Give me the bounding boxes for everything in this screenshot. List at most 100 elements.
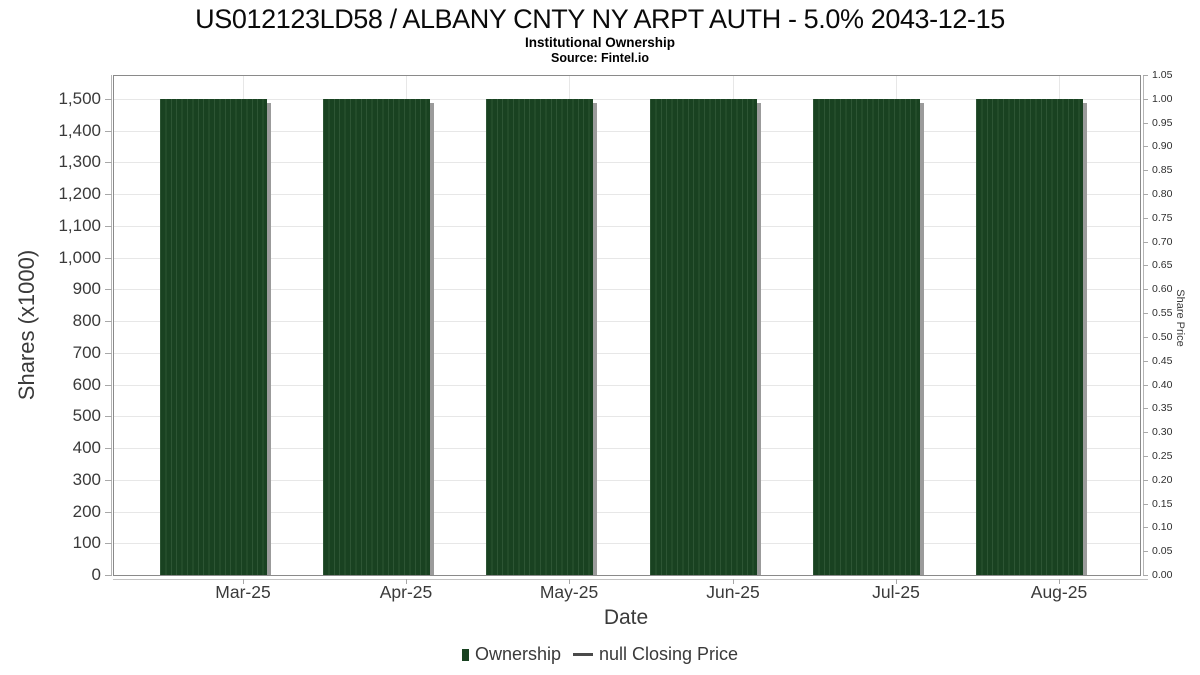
y-left-tick-label: 400 — [72, 438, 101, 457]
y-left-tick-label: 500 — [72, 406, 101, 425]
y-right-tick-label: 0.15 — [1152, 498, 1173, 510]
x-tick-label: Jul-25 — [872, 582, 920, 602]
x-tick-label: May-25 — [539, 582, 599, 602]
right-tick-mark — [1143, 551, 1148, 552]
left-tick-mark — [105, 480, 112, 481]
right-tick-mark — [1143, 385, 1148, 386]
x-tick-mark — [406, 579, 407, 584]
y-right-tick-label: 0.55 — [1152, 307, 1173, 319]
left-axis-line — [111, 75, 112, 575]
right-tick-mark — [1143, 432, 1148, 433]
left-tick-mark — [105, 353, 112, 354]
y-right-tick-label: 0.05 — [1152, 545, 1173, 557]
right-tick-mark — [1143, 361, 1148, 362]
y-right-tick-label: 0.20 — [1152, 474, 1173, 486]
y-right-tick-label: 0.10 — [1152, 521, 1173, 533]
gridline-horizontal — [113, 99, 1140, 100]
gridline-horizontal — [113, 448, 1140, 449]
x-tick-mark — [243, 579, 244, 584]
y-right-tick-label: 0.95 — [1152, 117, 1173, 129]
chart-title: US012123LD58 / ALBANY CNTY NY ARPT AUTH … — [195, 4, 1005, 34]
y-right-tick-label: 1.00 — [1152, 93, 1173, 105]
y-right-tick-label: 0.60 — [1152, 283, 1173, 295]
right-tick-mark — [1143, 146, 1148, 147]
y-left-tick-label: 1,200 — [58, 184, 101, 203]
x-tick-mark — [896, 579, 897, 584]
x-tick-mark — [1059, 579, 1060, 584]
gridline-horizontal — [113, 226, 1140, 227]
right-tick-mark — [1143, 265, 1148, 266]
y-left-tick-label: 700 — [72, 343, 101, 362]
right-tick-mark — [1143, 242, 1148, 243]
legend-item-ownership[interactable]: Ownership — [461, 644, 561, 665]
right-axis-line — [1143, 75, 1144, 575]
right-tick-mark — [1143, 575, 1148, 576]
y-right-tick-label: 0.90 — [1152, 140, 1173, 152]
y-left-tick-label: 100 — [72, 533, 101, 552]
left-tick-mark — [105, 162, 112, 163]
left-tick-mark — [105, 99, 112, 100]
right-tick-mark — [1143, 170, 1148, 171]
y-left-tick-label: 0 — [91, 565, 101, 584]
gridline-horizontal — [113, 543, 1140, 544]
right-tick-mark — [1143, 218, 1148, 219]
gridline-horizontal — [113, 385, 1140, 386]
y-left-tick-label: 900 — [72, 279, 101, 298]
left-tick-mark — [105, 575, 112, 576]
y-right-tick-label: 0.45 — [1152, 355, 1173, 367]
closing-price-line-marker-icon — [572, 653, 593, 656]
chart-subtitle: Institutional Ownership — [524, 35, 675, 50]
ownership-bar[interactable] — [486, 99, 593, 575]
y-axis-label-right: Share Price — [1174, 289, 1186, 347]
gridline-horizontal — [113, 353, 1140, 354]
legend-label-ownership: Ownership — [474, 644, 561, 664]
y-right-tick-label: 0.50 — [1152, 331, 1173, 343]
right-tick-mark — [1143, 504, 1148, 505]
gridline-horizontal — [113, 162, 1140, 163]
y-left-tick-label: 300 — [72, 470, 101, 489]
gridline-horizontal — [113, 512, 1140, 513]
y-left-tick-label: 1,100 — [58, 216, 101, 235]
y-left-tick-label: 1,300 — [58, 152, 101, 171]
y-right-tick-label: 0.00 — [1152, 569, 1173, 581]
ownership-bar[interactable] — [160, 99, 267, 575]
left-tick-mark — [105, 131, 112, 132]
ownership-bar[interactable] — [976, 99, 1083, 575]
left-tick-mark — [105, 321, 112, 322]
y-left-tick-label: 200 — [72, 502, 101, 521]
y-right-tick-label: 0.75 — [1152, 212, 1173, 224]
y-left-tick-label: 1,500 — [58, 89, 101, 108]
right-tick-mark — [1143, 337, 1148, 338]
y-right-tick-label: 0.65 — [1152, 259, 1173, 271]
y-right-tick-label: 0.85 — [1152, 164, 1173, 176]
ownership-bar[interactable] — [323, 99, 430, 575]
left-tick-mark — [105, 385, 112, 386]
legend-item-closing-price[interactable]: null Closing Price — [572, 644, 738, 665]
right-tick-mark — [1143, 480, 1148, 481]
left-tick-mark — [105, 543, 112, 544]
gridline-horizontal — [113, 321, 1140, 322]
left-tick-mark — [105, 226, 112, 227]
left-tick-mark — [105, 289, 112, 290]
plot-border — [113, 75, 1141, 576]
ownership-bar[interactable] — [813, 99, 920, 575]
legend: Ownership null Closing Price — [0, 644, 1200, 665]
y-right-tick-label: 0.35 — [1152, 402, 1173, 414]
right-tick-mark — [1143, 194, 1148, 195]
y-right-tick-label: 0.25 — [1152, 450, 1173, 462]
gridline-horizontal — [113, 194, 1140, 195]
ownership-bar[interactable] — [650, 99, 757, 575]
left-tick-mark — [105, 448, 112, 449]
right-tick-mark — [1143, 456, 1148, 457]
x-tick-label: Aug-25 — [1030, 582, 1088, 602]
gridline-horizontal — [113, 480, 1140, 481]
right-tick-mark — [1143, 313, 1148, 314]
gridline-horizontal — [113, 258, 1140, 259]
right-tick-mark — [1143, 408, 1148, 409]
y-right-tick-label: 0.80 — [1152, 188, 1173, 200]
right-tick-mark — [1143, 75, 1148, 76]
gridline-horizontal — [113, 289, 1140, 290]
right-tick-mark — [1143, 289, 1148, 290]
y-left-tick-label: 800 — [72, 311, 101, 330]
x-tick-mark — [733, 579, 734, 584]
